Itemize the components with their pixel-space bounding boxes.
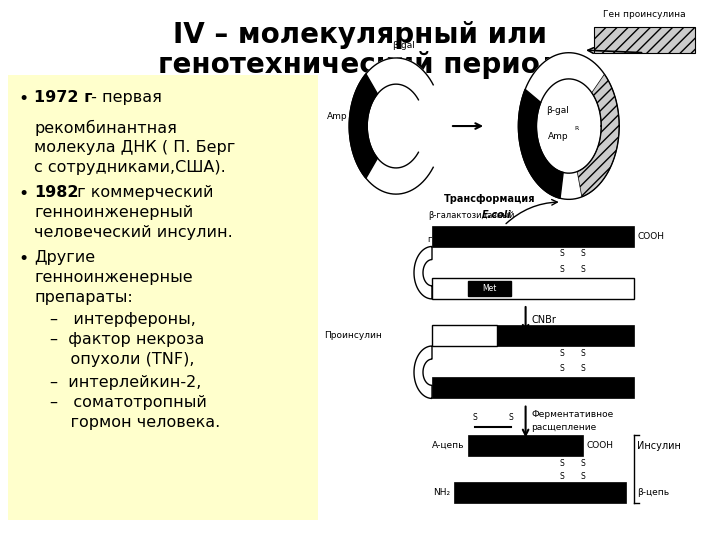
Text: гормон человека.: гормон человека. <box>50 415 220 430</box>
Text: S: S <box>559 265 564 274</box>
Text: генноинженерный: генноинженерный <box>34 205 193 220</box>
Text: Инсулин: Инсулин <box>637 441 681 450</box>
Text: IV – молекулярный или: IV – молекулярный или <box>173 21 547 49</box>
Text: расщепление: расщепление <box>531 423 596 431</box>
Text: Проинсулин: Проинсулин <box>324 331 382 340</box>
Text: Ферментативное: Ферментативное <box>531 410 613 418</box>
Bar <box>454 482 626 503</box>
Text: опухоли (TNF),: опухоли (TNF), <box>50 352 194 367</box>
Text: рекомбинантная: рекомбинантная <box>34 120 177 136</box>
Text: –  интерлейкин-2,: – интерлейкин-2, <box>50 375 202 390</box>
Text: •: • <box>18 250 28 268</box>
Text: S: S <box>559 458 564 468</box>
FancyBboxPatch shape <box>8 75 318 520</box>
Text: R: R <box>575 126 578 131</box>
Text: гибридный белок: гибридный белок <box>428 235 506 244</box>
Text: –  фактор некроза: – фактор некроза <box>50 332 204 347</box>
Bar <box>432 278 634 299</box>
Text: •: • <box>18 90 28 108</box>
Text: S: S <box>581 249 585 258</box>
Text: препараты:: препараты: <box>34 290 132 305</box>
Text: генноинженерные: генноинженерные <box>34 270 193 285</box>
Text: S: S <box>559 249 564 258</box>
Text: генотехнический период: генотехнический период <box>158 51 562 79</box>
Polygon shape <box>518 53 619 199</box>
Text: с сотрудниками,США).: с сотрудниками,США). <box>34 160 226 175</box>
Text: β-цепь: β-цепь <box>637 488 670 497</box>
Text: S: S <box>559 349 564 357</box>
Polygon shape <box>414 346 432 399</box>
Text: Трансформация: Трансформация <box>444 194 536 204</box>
Bar <box>594 26 695 53</box>
Text: 1972 г: 1972 г <box>34 90 92 105</box>
Text: β-gal: β-gal <box>546 106 570 115</box>
Text: –   интерфероны,: – интерфероны, <box>50 312 196 327</box>
Bar <box>497 325 634 346</box>
Text: г коммерческий: г коммерческий <box>72 185 214 200</box>
Text: –   соматотропный: – соматотропный <box>50 395 207 410</box>
Bar <box>468 435 583 456</box>
Text: S: S <box>581 472 585 481</box>
Bar <box>432 377 634 399</box>
Polygon shape <box>577 74 619 197</box>
Polygon shape <box>349 58 443 194</box>
Text: молекула ДНК ( П. Берг: молекула ДНК ( П. Берг <box>34 140 235 155</box>
Text: S: S <box>509 413 513 422</box>
Text: - первая: - первая <box>86 90 162 105</box>
Text: S: S <box>559 485 564 494</box>
Polygon shape <box>417 84 446 168</box>
Text: S: S <box>581 458 585 468</box>
Polygon shape <box>518 89 563 198</box>
Text: •: • <box>18 185 28 203</box>
Text: Met: Met <box>482 284 497 293</box>
Text: S: S <box>581 485 585 494</box>
Text: человеческий инсулин.: человеческий инсулин. <box>34 225 233 240</box>
Text: E.coli: E.coli <box>482 210 512 220</box>
Text: β-галактозидазный: β-галактозидазный <box>428 211 515 220</box>
Text: S: S <box>473 413 477 422</box>
Text: β-gal: β-gal <box>392 41 415 50</box>
Text: S: S <box>559 364 564 373</box>
Text: NH₂: NH₂ <box>433 488 450 497</box>
Bar <box>432 325 497 346</box>
Bar <box>432 226 634 246</box>
Bar <box>468 281 511 296</box>
Text: S: S <box>581 349 585 357</box>
Text: COOH: COOH <box>587 441 613 450</box>
Text: R: R <box>365 104 370 110</box>
Text: Amp: Amp <box>327 112 347 121</box>
Text: Ген проинсулина: Ген проинсулина <box>603 10 685 19</box>
Text: Другие: Другие <box>34 250 95 265</box>
Text: COOH: COOH <box>637 232 664 240</box>
Polygon shape <box>349 74 377 178</box>
Text: 1982: 1982 <box>34 185 78 200</box>
Text: S: S <box>581 364 585 373</box>
Text: А-цепь: А-цепь <box>432 441 464 450</box>
Text: CNBr: CNBr <box>531 315 556 325</box>
Text: Amp: Amp <box>548 132 568 141</box>
Polygon shape <box>414 246 432 299</box>
Text: S: S <box>559 472 564 481</box>
Text: S: S <box>581 265 585 274</box>
